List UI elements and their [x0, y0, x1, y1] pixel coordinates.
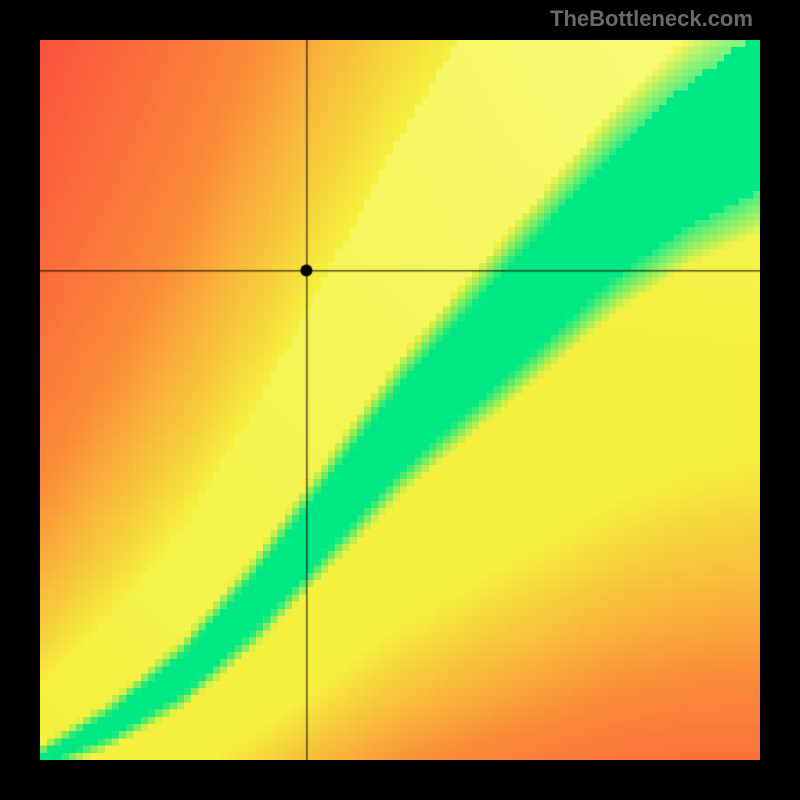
overlay-canvas	[40, 40, 760, 760]
chart-container: TheBottleneck.com	[0, 0, 800, 800]
watermark-text: TheBottleneck.com	[550, 6, 753, 32]
